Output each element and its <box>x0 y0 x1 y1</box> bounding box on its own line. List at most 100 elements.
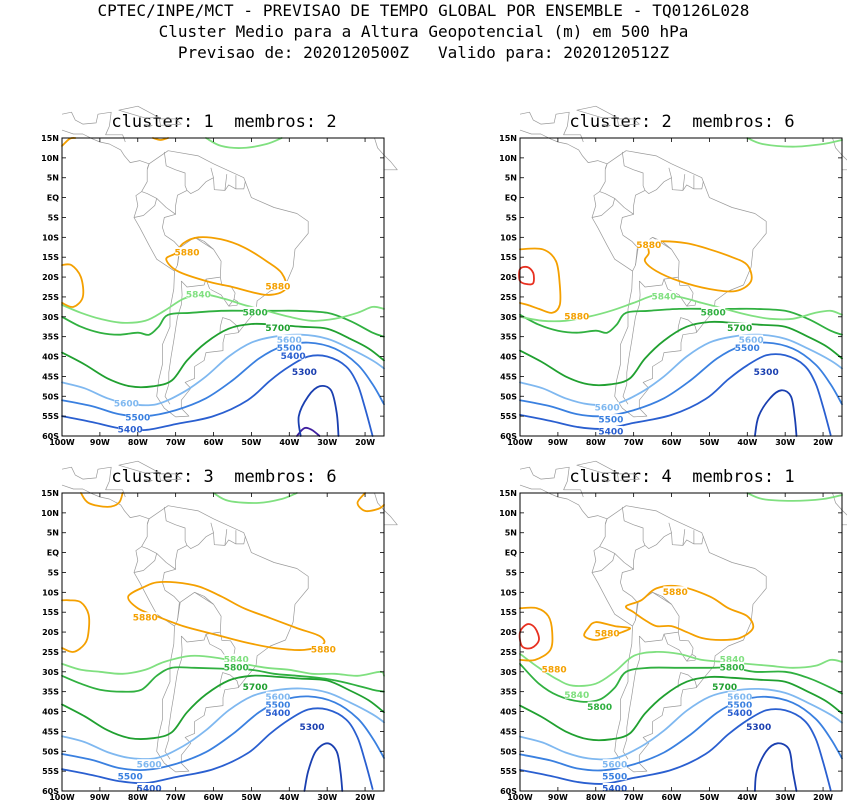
contour-label: 5880 <box>133 614 158 624</box>
country-border <box>228 299 239 307</box>
lat-tick-label: 5N <box>505 174 517 183</box>
contour-line <box>61 707 374 790</box>
lat-tick-label: 50S <box>500 392 517 401</box>
lat-tick-label: 10S <box>500 588 517 597</box>
contour-label-bg <box>243 681 268 691</box>
lon-tick-label: 90W <box>548 793 568 802</box>
contour-label-bg <box>602 783 627 792</box>
contour-label: 5880 <box>564 312 589 322</box>
contour-label-bg <box>720 653 745 663</box>
central-america-coastline <box>519 129 608 165</box>
lon-tick-label: 100W <box>507 438 533 447</box>
africa-coastline <box>832 137 847 171</box>
contour-line <box>583 621 631 641</box>
lat-tick-label: 40S <box>500 353 517 362</box>
country-border <box>652 591 672 605</box>
contour-line <box>297 385 340 437</box>
lat-tick-label: 55S <box>42 767 59 776</box>
contour-line <box>61 341 385 418</box>
country-border <box>219 317 239 333</box>
country-border <box>224 174 228 191</box>
lat-tick-label: 45S <box>500 727 517 736</box>
contour-label: 5700 <box>265 324 290 334</box>
contour-line <box>519 606 554 662</box>
contour-line <box>519 695 843 772</box>
country-border <box>686 654 697 662</box>
lon-tick-label: 50W <box>241 793 261 802</box>
lon-tick-label: 30W <box>775 438 795 447</box>
contour-line <box>519 333 843 407</box>
country-border <box>162 167 214 266</box>
lat-tick-label: 55S <box>500 412 517 421</box>
south-america-coastline <box>591 505 767 773</box>
country-border <box>164 280 183 405</box>
lat-tick-label: 10N <box>499 509 517 518</box>
members-count: 6 <box>784 112 795 132</box>
lat-tick-label: 25S <box>500 648 517 657</box>
lat-tick-label: 10N <box>41 154 59 163</box>
contour-label-bg <box>243 306 268 316</box>
lon-tick-label: 60W <box>662 793 682 802</box>
contour-label: 5880 <box>265 283 290 293</box>
contour-label: 5400 <box>727 709 752 719</box>
country-border <box>213 532 246 546</box>
contour-label: 5500 <box>277 344 302 354</box>
contour-line <box>61 695 385 772</box>
contour-label: 5300 <box>292 368 317 378</box>
lat-tick-label: 10N <box>41 509 59 518</box>
contour-label-bg <box>265 691 290 701</box>
contour-label: 5840 <box>564 691 589 701</box>
antilles-island <box>143 479 153 483</box>
map-frame <box>61 492 385 792</box>
country-border <box>621 506 646 546</box>
contour-label-bg <box>727 707 752 717</box>
lat-tick-label: 15S <box>500 608 517 617</box>
lon-tick-label: 30W <box>775 793 795 802</box>
contour-label: 5840 <box>720 655 745 665</box>
lat-tick-label: EQ <box>47 549 59 558</box>
contour-label-bg <box>277 342 302 352</box>
lat-tick-label: 35S <box>42 333 59 342</box>
contour-label-bg <box>125 412 150 422</box>
lon-tick-label: 90W <box>90 438 110 447</box>
central-america-coastline <box>61 484 150 520</box>
lon-tick-label: 40W <box>279 438 299 447</box>
forecast-date: 2020120500Z <box>303 43 410 62</box>
contour-line <box>519 341 843 418</box>
panel-4-title: cluster: 4 membros: 1 <box>522 467 842 487</box>
lat-tick-label: 15N <box>41 134 59 143</box>
contour-line <box>61 309 385 338</box>
lat-tick-label: 40S <box>500 708 517 717</box>
lat-tick-label: 25S <box>42 293 59 302</box>
contour-label: 5840 <box>224 655 249 665</box>
lat-tick-label: 55S <box>42 412 59 421</box>
contour-label-bg <box>114 398 139 408</box>
contour-label-bg <box>598 426 623 435</box>
contour-label: 5800 <box>224 663 249 673</box>
map-frame <box>519 137 843 437</box>
lon-tick-label: 70W <box>624 793 644 802</box>
contour-label: 5300 <box>754 368 779 378</box>
antilles-island <box>601 479 611 483</box>
panel-1-map: 5880588058405800570056005500540053005600… <box>41 105 398 447</box>
lat-tick-label: 30S <box>42 313 59 322</box>
country-border <box>194 236 214 250</box>
contour-line <box>212 492 298 504</box>
contour-label-bg <box>311 643 336 653</box>
lat-tick-label: 20S <box>500 273 517 282</box>
contour-line <box>754 389 798 437</box>
members-label: membros: <box>234 112 317 132</box>
country-border <box>163 151 188 191</box>
lon-tick-label: 40W <box>279 793 299 802</box>
contour-label-bg <box>265 322 290 332</box>
contour-label: 5500 <box>118 773 143 783</box>
country-border <box>194 591 214 605</box>
country-border <box>156 553 176 570</box>
contour-line <box>152 137 169 141</box>
contour-label: 5880 <box>311 645 336 655</box>
contour-label: 5400 <box>118 426 143 436</box>
land-outlines <box>519 105 847 418</box>
lat-tick-label: 30S <box>500 668 517 677</box>
contour-line <box>519 247 562 314</box>
contour-label: 5840 <box>186 290 211 300</box>
